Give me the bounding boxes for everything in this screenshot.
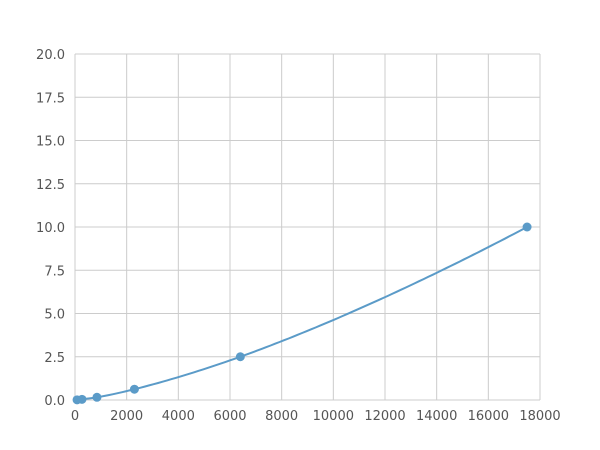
data-point bbox=[522, 222, 532, 232]
y-tick-label: 15.0 bbox=[36, 135, 65, 150]
data-point bbox=[235, 352, 245, 362]
x-tick-label: 4000 bbox=[162, 409, 195, 424]
x-tick-label: 2000 bbox=[110, 409, 143, 424]
x-tick-label: 18000 bbox=[519, 409, 560, 424]
data-point bbox=[92, 392, 102, 402]
y-tick-label: 20.0 bbox=[36, 48, 65, 63]
y-axis-ticks: 0.0 2.5 5.0 7.5 10.0 12.5 15.0 17.5 20.0 bbox=[36, 48, 65, 409]
grid bbox=[74, 53, 541, 401]
y-tick-label: 2.5 bbox=[44, 351, 65, 366]
y-tick-label: 5.0 bbox=[44, 308, 65, 323]
y-tick-label: 0.0 bbox=[44, 394, 65, 409]
x-tick-label: 16000 bbox=[468, 409, 509, 424]
x-tick-label: 12000 bbox=[364, 409, 405, 424]
x-tick-label: 10000 bbox=[313, 409, 354, 424]
y-tick-label: 17.5 bbox=[36, 91, 65, 106]
data-point bbox=[77, 394, 87, 404]
x-tick-label: 14000 bbox=[416, 409, 457, 424]
x-tick-label: 6000 bbox=[213, 409, 246, 424]
x-tick-label: 0 bbox=[71, 409, 79, 424]
y-tick-label: 7.5 bbox=[44, 264, 65, 279]
x-axis-ticks: 0 2000 4000 6000 8000 10000 12000 14000 16000 180… bbox=[71, 409, 561, 424]
fit-curve bbox=[77, 226, 528, 401]
data-point bbox=[129, 384, 139, 394]
y-tick-label: 10.0 bbox=[36, 221, 65, 236]
data-points bbox=[72, 222, 532, 405]
y-tick-label: 12.5 bbox=[36, 178, 65, 193]
x-tick-label: 8000 bbox=[265, 409, 298, 424]
